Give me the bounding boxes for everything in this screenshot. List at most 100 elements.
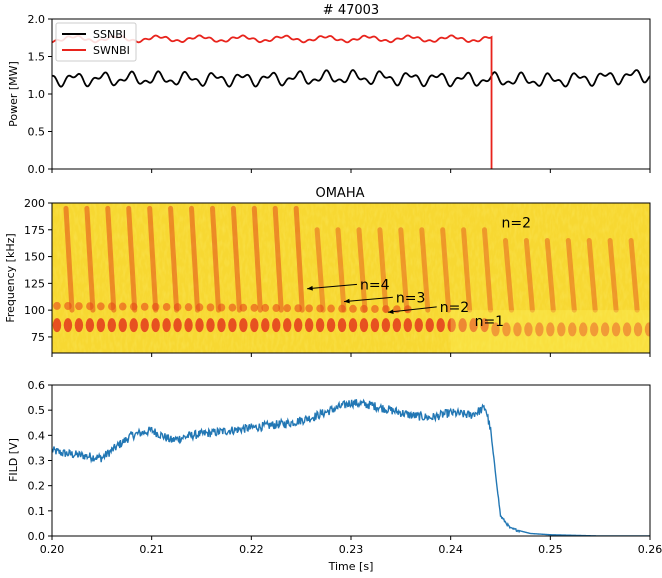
spectrogram-mark <box>371 304 379 313</box>
spectrogram-mark <box>283 318 292 333</box>
spectrogram-mark <box>251 205 263 313</box>
fild-yticks: 0.0 0.1 0.2 0.3 0.4 0.5 0.6 <box>28 379 52 543</box>
spectrogram-ylabel: Frequency [kHz] <box>4 233 17 322</box>
spectrogram-mark <box>392 318 402 333</box>
spectrogram-yticks: 75 100 125 150 175 200 <box>24 197 52 344</box>
spectrogram-mark <box>140 302 149 311</box>
spectrogram-mark <box>565 238 577 313</box>
fild-plot <box>52 398 650 536</box>
power-panel: # 47003 0.0 0.5 1.0 1.5 2.0 Power [MW] SSNBI… <box>7 3 651 176</box>
power-title: # 47003 <box>323 3 379 18</box>
y-tick-label: 2.0 <box>28 13 46 26</box>
x-tick-label: 0.26 <box>638 543 662 556</box>
spectrogram-mark <box>184 318 193 333</box>
spectrogram-mark <box>535 322 544 337</box>
spectrogram-mark <box>189 205 200 313</box>
spectrogram-mark <box>97 302 105 311</box>
spectrogram-mark <box>315 318 325 333</box>
spectrogram-mark <box>84 205 96 313</box>
y-tick-label: 0.3 <box>28 455 46 468</box>
spectrogram-mark <box>173 318 182 333</box>
spectrogram-mark <box>480 318 489 333</box>
x-tick-label: 0.20 <box>40 543 65 556</box>
y-tick-label: 0.6 <box>28 379 46 392</box>
spectrogram-mark <box>513 322 522 337</box>
spectrogram-mark <box>228 303 237 312</box>
spectrogram-mark <box>293 205 305 313</box>
spectrogram-mark <box>151 318 160 333</box>
spectrogram-mark <box>316 304 324 313</box>
power-legend: SSNBI SWNBI <box>55 22 137 62</box>
spectrogram-mark <box>195 318 204 333</box>
y-tick-label: 1.5 <box>28 51 46 64</box>
spectrogram-mark <box>450 310 650 353</box>
annotation-arrowhead <box>344 298 350 304</box>
spectrogram-mark <box>403 318 413 333</box>
spectrogram-mark <box>502 322 511 337</box>
spectrogram-mark <box>250 303 259 312</box>
spectrogram-mark <box>228 318 237 333</box>
spectrogram-mark <box>261 303 270 312</box>
y-tick-label: 200 <box>24 197 45 210</box>
spectrogram-mark <box>272 205 284 313</box>
power-ylabel: Power [MW] <box>7 61 20 127</box>
y-tick-label: 0.0 <box>28 530 46 543</box>
x-tick-label: 0.25 <box>538 543 563 556</box>
spectrogram-mark <box>337 318 347 333</box>
spectrogram-mark <box>126 205 138 313</box>
y-tick-label: 0.1 <box>28 505 46 518</box>
annotation-arrow <box>387 306 437 313</box>
spectrogram-mark <box>335 227 347 313</box>
spectrogram-mark <box>206 318 215 333</box>
x-tick-label: 0.23 <box>339 543 364 556</box>
y-tick-label: 125 <box>24 277 45 290</box>
spectrogram-mark <box>469 318 478 333</box>
y-tick-label: 1.0 <box>28 88 46 101</box>
spectrogram-mark <box>611 322 621 337</box>
spectrogram-mark <box>250 318 259 333</box>
y-tick-label: 75 <box>31 331 45 344</box>
spectrogram-mark <box>314 227 326 313</box>
spectrogram-mark <box>436 318 445 333</box>
y-tick-label: 0.4 <box>28 429 46 442</box>
spectrogram-mark <box>644 322 650 337</box>
annotation-label: n=2 <box>440 300 470 316</box>
power-plot <box>52 34 650 169</box>
spectrogram-mark <box>377 227 389 313</box>
spectrogram-mark <box>338 304 346 313</box>
spectrogram-mark <box>283 304 292 313</box>
spectrogram-mark <box>230 205 242 313</box>
annotation-arrowhead <box>387 309 394 315</box>
spectrogram-mark <box>447 318 456 333</box>
spectrogram-mark <box>523 238 535 313</box>
spectrogram-annotations: n=2 n=4 n=3 n=2 n=1 <box>307 215 531 330</box>
spectrogram-mark <box>129 318 138 333</box>
y-tick-label: 0.2 <box>28 480 46 493</box>
spectrogram-mark <box>458 318 467 333</box>
spectrogram-xticks <box>51 353 651 357</box>
y-tick-label: 150 <box>24 251 45 264</box>
spectrogram-marks <box>52 205 650 353</box>
legend-label-ssnbi: SSNBI <box>93 28 126 41</box>
spectrogram-mark <box>557 322 566 337</box>
spectrogram-mark <box>162 318 171 333</box>
spectrogram-mark <box>461 227 473 313</box>
spectrogram-mark <box>414 318 423 333</box>
y-tick-label: 100 <box>24 304 45 317</box>
fild-xlabel: Time [s] <box>328 560 374 573</box>
series-line-ssnbi <box>52 69 650 88</box>
x-tick-label: 0.21 <box>139 543 164 556</box>
spectrogram-mark <box>140 318 149 333</box>
fild-ylabel: FILD [V] <box>7 438 20 482</box>
spectrogram-mark <box>327 304 335 313</box>
spectrogram-mark <box>326 318 336 333</box>
spectrogram-mark <box>206 303 215 312</box>
spectrogram-mark <box>239 318 248 333</box>
x-tick-label: 0.22 <box>239 543 264 556</box>
power-xticks <box>51 169 651 173</box>
spectrogram-mark <box>217 318 226 333</box>
spectrogram-mark <box>293 318 303 333</box>
spectrogram-mark <box>118 302 127 311</box>
spectrogram-mark <box>147 205 159 313</box>
fild-xticks: 0.20 0.21 0.22 0.23 0.24 0.25 0.26 <box>40 536 662 556</box>
